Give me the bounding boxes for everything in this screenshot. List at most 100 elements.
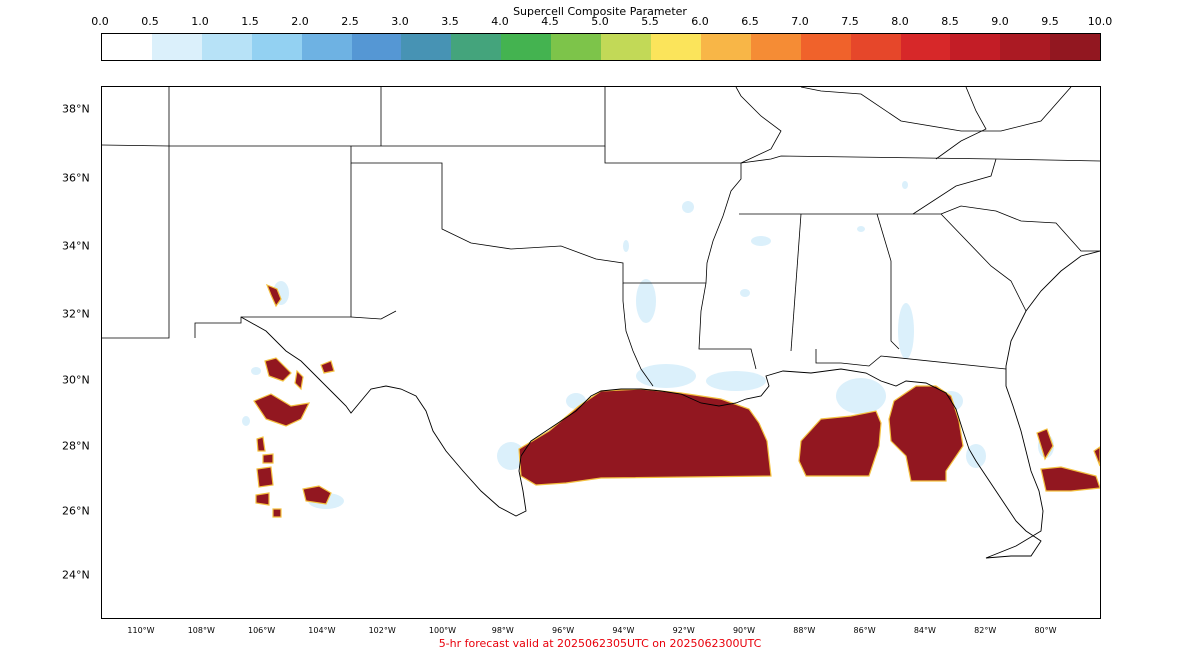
colorbar-segment: [750, 34, 801, 60]
mexico-cell: [294, 369, 304, 391]
lon-tick-label: 86°W: [853, 626, 876, 635]
map-svg: [102, 87, 1100, 559]
lat-tick-label: 34°N: [62, 239, 90, 253]
map-panel: [101, 86, 1101, 619]
colorbar-tick-label: 5.5: [641, 15, 659, 28]
low-cell: [751, 236, 771, 246]
colorbar-segment: [1050, 34, 1101, 60]
colorbar-tick-label: 1.5: [241, 15, 259, 28]
state-line: [350, 146, 706, 284]
mexico-cell: [255, 492, 270, 506]
mexico-cell: [253, 393, 311, 427]
colorbar-segment: [102, 34, 152, 60]
colorbar-segment: [1000, 34, 1051, 60]
colorbar-segment: [201, 34, 252, 60]
forecast-caption: 5-hr forecast valid at 2025062305UTC on …: [438, 637, 762, 650]
mexico-cell: [256, 466, 274, 488]
colorbar-tick-label: 5.0: [591, 15, 609, 28]
colorbar-segment: [601, 34, 651, 60]
state-line: [740, 155, 1100, 164]
lat-tick-label: 32°N: [62, 307, 90, 321]
lon-tick-label: 90°W: [732, 626, 756, 635]
low-cell: [251, 367, 261, 375]
colorbar-tick-label: 7.0: [791, 15, 809, 28]
lon-tick-label: 84°W: [913, 626, 936, 635]
colorbar-tick-label: 0.0: [91, 15, 109, 28]
low-cell: [636, 279, 656, 323]
state-line: [815, 349, 1007, 370]
mexico-cell: [302, 485, 332, 505]
gulf-coastline: [520, 250, 1100, 559]
low-cell: [740, 289, 750, 297]
low-cell: [497, 442, 525, 470]
state-line: [912, 158, 997, 215]
low-cell: [636, 364, 696, 388]
low-cell: [623, 240, 629, 252]
low-cell: [836, 378, 886, 414]
colorbar-segment: [451, 34, 502, 60]
colorbar-segment: [351, 34, 402, 60]
lon-tick-label: 108°W: [187, 626, 215, 635]
lon-tick-label: 106°W: [248, 626, 276, 635]
colorbar-tick-label: 1.0: [191, 15, 209, 28]
low-cell: [898, 303, 914, 359]
colorbar-segment: [700, 34, 751, 60]
colorbar-tick-label: 0.5: [141, 15, 159, 28]
colorbar-segment: [900, 34, 951, 60]
colorbar-tick-label: 10.0: [1087, 15, 1113, 28]
state-line: [350, 310, 397, 320]
lat-tick-label: 28°N: [62, 439, 90, 453]
colorbar-tick-label: 3.5: [441, 15, 459, 28]
colorbar-tick-label: 8.0: [891, 15, 909, 28]
lon-tick-label: 94°W: [612, 626, 635, 635]
lon-tick-label: 98°W: [491, 626, 514, 635]
lon-tick-label: 110°W: [127, 626, 155, 635]
atlantic-cell: [1036, 428, 1054, 461]
colorbar: [101, 33, 1101, 61]
low-cell: [966, 444, 986, 468]
lat-tick-label: 26°N: [62, 504, 90, 518]
high-values-layer: [253, 283, 1100, 518]
low-cell: [902, 181, 908, 189]
colorbar-ticks: 0.0 0.5 1.0 1.5 2.0 2.5 3.0 3.5 4.0 4.5 5.0 5.5 6.0 6…: [91, 15, 1112, 29]
gulf-cell: [888, 385, 964, 482]
lon-tick-label: 92°W: [672, 626, 695, 635]
colorbar-tick-label: 7.5: [841, 15, 859, 28]
mexico-cell: [272, 508, 282, 518]
colorbar-tick-label: 6.0: [691, 15, 709, 28]
colorbar-tick-label: 3.0: [391, 15, 409, 28]
state-line: [102, 87, 606, 147]
lon-tick-label: 80°W: [1034, 626, 1057, 635]
state-line: [102, 87, 170, 339]
colorbar-segment: [850, 34, 901, 60]
lat-tick-label: 38°N: [62, 102, 90, 116]
colorbar-segment: [151, 34, 202, 60]
low-cell: [857, 226, 865, 232]
lon-tick-label: 96°W: [552, 626, 575, 635]
colorbar-tick-label: 9.0: [991, 15, 1009, 28]
colorbar-tick-label: 4.5: [541, 15, 559, 28]
mexico-cell: [320, 360, 335, 374]
colorbar-segment: [301, 34, 352, 60]
state-line: [622, 283, 654, 387]
low-cell: [706, 371, 766, 391]
colorbar-segment: [950, 34, 1001, 60]
colorbar-segment: [551, 34, 602, 60]
low-cell: [242, 416, 250, 426]
colorbar-segment: [401, 34, 452, 60]
rio-grande-border: [240, 316, 527, 517]
colorbar-tick-label: 2.5: [341, 15, 359, 28]
state-line: [194, 163, 352, 338]
colorbar-tick-label: 4.0: [491, 15, 509, 28]
state-line: [876, 213, 900, 350]
lat-tick-label: 30°N: [62, 373, 90, 387]
new-mexico-cell: [265, 283, 282, 308]
coastline-and-border: [240, 250, 1100, 559]
colorbar-tick-label: 2.0: [291, 15, 309, 28]
lon-tick-label: 104°W: [308, 626, 336, 635]
lon-tick-label: 100°W: [428, 626, 457, 635]
colorbar-title: Supercell Composite Parameter: [513, 5, 687, 18]
mexico-cell: [264, 357, 292, 382]
colorbar-segment: [501, 34, 552, 60]
state-line: [940, 205, 1100, 252]
